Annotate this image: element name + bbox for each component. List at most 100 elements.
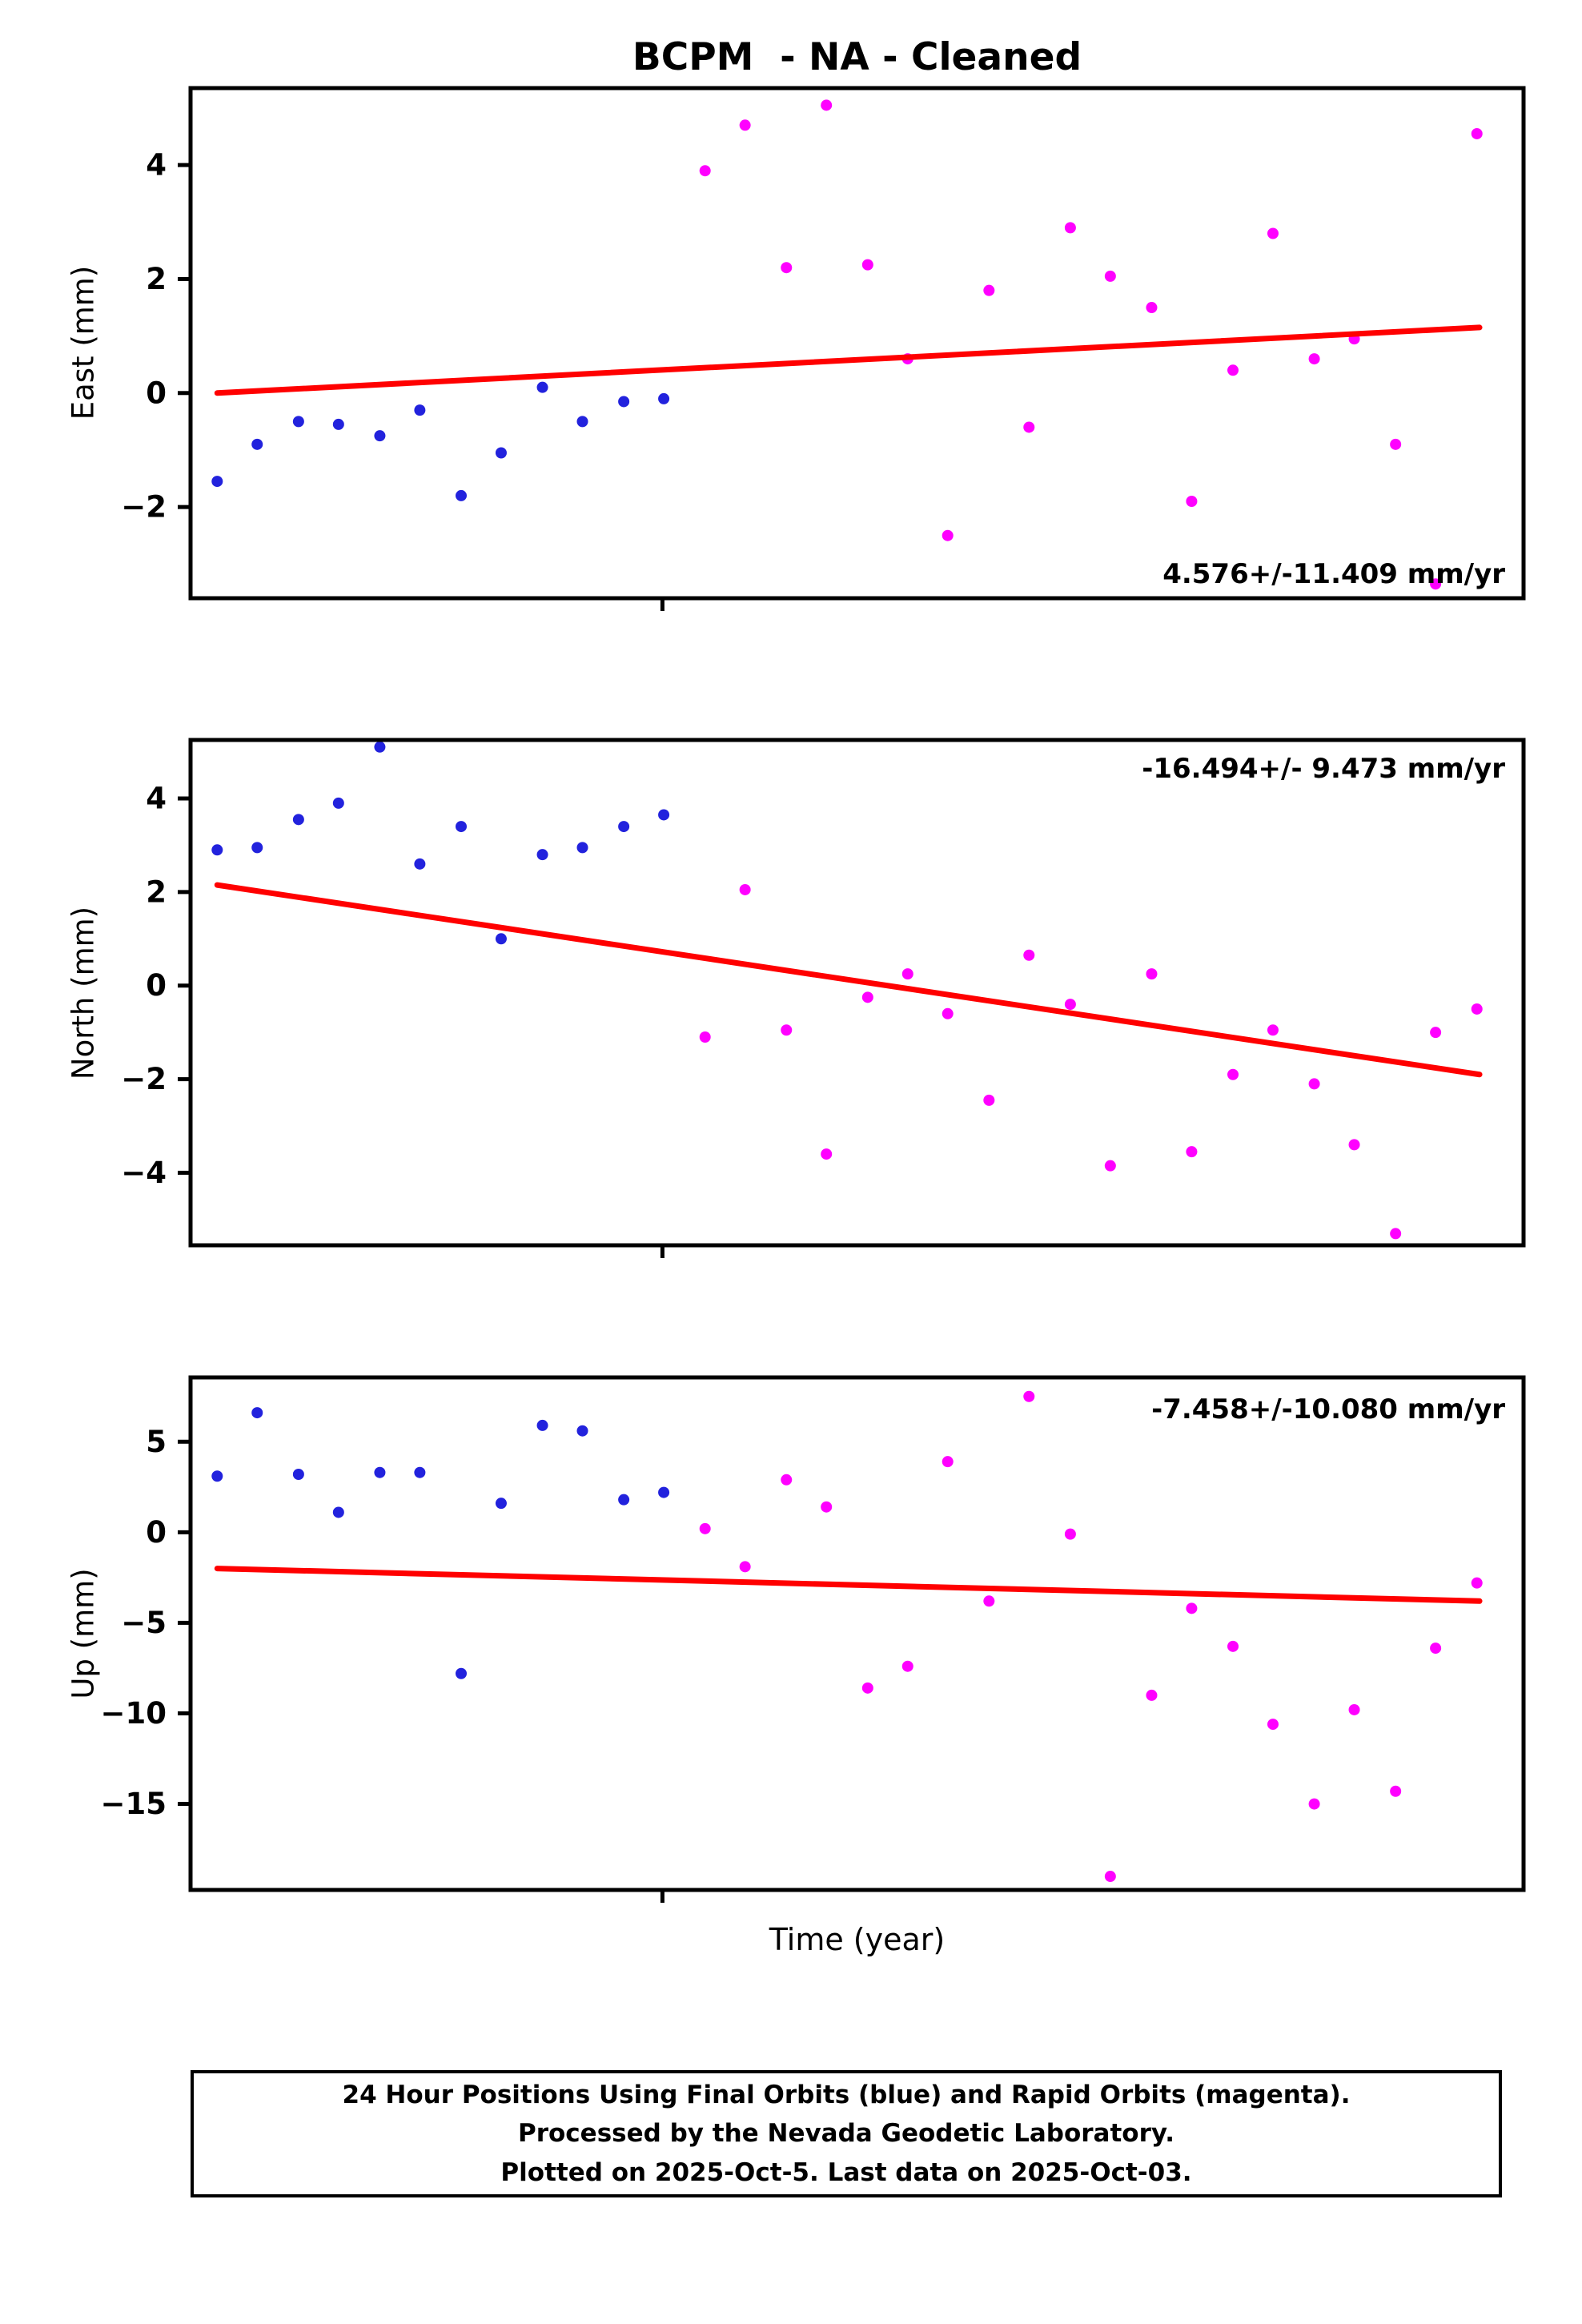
north-plot: 4 2 0 −2 −4 (121, 738, 1526, 1258)
rapid_orbits-point (1186, 1146, 1198, 1158)
y-tick-label: 2 (146, 875, 167, 909)
rapid_orbits-point (861, 259, 873, 271)
east-plot: 4 2 0 −2 (121, 86, 1526, 611)
final_orbits-point (618, 821, 630, 833)
x-axis-label: Time (year) (769, 1922, 946, 1957)
final_orbits-point (251, 842, 263, 854)
y-tick-label: 5 (146, 1425, 167, 1459)
rapid_orbits-point (1430, 1027, 1442, 1039)
final_orbits-point (211, 476, 223, 488)
rapid_orbits-point (1390, 1785, 1402, 1797)
trend-line (214, 1566, 1483, 1604)
y-tick-label: 0 (146, 968, 167, 1003)
rapid_orbits-point (1471, 127, 1483, 139)
rapid_orbits-point (1064, 222, 1076, 234)
y-tick-label: −15 (101, 1787, 167, 1821)
final_orbits-point (332, 1506, 344, 1518)
rapid_orbits-point (1227, 1068, 1239, 1080)
final_orbits-point (455, 821, 467, 833)
rapid_orbits-point (942, 1456, 954, 1468)
rapid_orbits-point (983, 1595, 995, 1607)
footer-box: 24 Hour Positions Using Final Orbits (bl… (191, 2070, 1502, 2197)
rapid_orbits-point (1104, 1871, 1116, 1883)
rapid_orbits-point (1064, 999, 1076, 1011)
rapid_orbits-point (1186, 1602, 1198, 1614)
y-tick-label: −5 (121, 1606, 167, 1640)
rapid_orbits-point (942, 529, 954, 541)
rapid_orbits-point (901, 1660, 913, 1672)
rapid_orbits-point (781, 1024, 793, 1036)
up-rate-annotation: -7.458+/-10.080 mm/yr (1151, 1393, 1505, 1425)
final_orbits-point (618, 396, 630, 408)
final_orbits-point (414, 1466, 426, 1478)
rapid_orbits-point (861, 1682, 873, 1694)
y-tick-label: 0 (146, 376, 167, 410)
rapid_orbits-point (1390, 438, 1402, 450)
y-tick-label: 4 (146, 782, 167, 816)
rapid_orbits-point (1348, 1139, 1360, 1151)
y-tick-label: 4 (146, 148, 167, 183)
y-tick-label: −2 (121, 490, 167, 525)
rapid_orbits-point (1023, 1390, 1035, 1402)
final_orbits-point (374, 741, 386, 753)
final_orbits-point (658, 1486, 670, 1498)
final_orbits-point (332, 418, 344, 430)
rapid_orbits-point (1267, 1719, 1279, 1731)
final_orbits-point (374, 1466, 386, 1478)
plot-frame (188, 86, 1526, 601)
trend-line (214, 324, 1483, 396)
rapid_orbits-point (1186, 496, 1198, 508)
final_orbits-point (332, 797, 344, 809)
final_orbits-point (292, 416, 304, 428)
rapid_orbits-point (1471, 1003, 1483, 1015)
final_orbits-point (455, 1667, 467, 1679)
trend-line (214, 882, 1483, 1078)
final_orbits-point (251, 1407, 263, 1419)
north-axis-label: North (mm) (66, 906, 101, 1080)
footer-line-3: Plotted on 2025-Oct-5. Last data on 2025… (500, 2157, 1192, 2187)
footer-line-2: Processed by the Nevada Geodetic Laborat… (517, 2119, 1175, 2149)
rapid_orbits-point (983, 1094, 995, 1106)
y-tick-label: 0 (146, 1515, 167, 1550)
final_orbits-point (211, 1470, 223, 1482)
rapid_orbits-point (1267, 1024, 1279, 1036)
final_orbits-point (536, 1419, 548, 1431)
east-rate-annotation: 4.576+/-11.409 mm/yr (1162, 558, 1505, 590)
final_orbits-point (536, 849, 548, 861)
final_orbits-point (495, 447, 507, 459)
rapid_orbits-point (861, 991, 873, 1003)
rapid_orbits-point (983, 284, 995, 296)
plot-frame (188, 738, 1526, 1248)
rapid_orbits-point (1308, 1798, 1320, 1810)
rapid_orbits-point (901, 968, 913, 980)
east-axis-label: East (mm) (66, 265, 101, 420)
rapid_orbits-point (781, 262, 793, 274)
y-tick-label: −4 (121, 1156, 167, 1190)
final_orbits-point (576, 416, 588, 428)
up-plot: 5 0 −5 −10 −15 (101, 1375, 1526, 1903)
plot-frame (188, 1375, 1526, 1892)
rapid_orbits-point (1390, 1228, 1402, 1240)
rapid_orbits-point (699, 1522, 711, 1534)
chart-title: BCPM - NA - Cleaned (632, 35, 1082, 79)
footer-line-1: 24 Hour Positions Using Final Orbits (bl… (342, 2081, 1351, 2110)
rapid_orbits-point (1430, 578, 1442, 590)
final_orbits-point (374, 430, 386, 442)
rapid_orbits-point (1267, 227, 1279, 239)
final_orbits-point (495, 933, 507, 945)
rapid_orbits-point (699, 165, 711, 177)
rapid_orbits-point (739, 883, 751, 895)
rapid_orbits-point (1308, 353, 1320, 365)
final_orbits-point (658, 392, 670, 404)
rapid_orbits-point (942, 1007, 954, 1019)
rapid_orbits-point (1308, 1078, 1320, 1090)
final_orbits-point (251, 438, 263, 450)
y-tick-label: 2 (146, 262, 167, 296)
north-rate-annotation: -16.494+/- 9.473 mm/yr (1142, 753, 1505, 785)
final_orbits-point (292, 814, 304, 826)
final_orbits-point (576, 1425, 588, 1437)
rapid_orbits-point (1348, 1703, 1360, 1715)
up-axis-label: Up (mm) (66, 1568, 101, 1699)
final_orbits-point (536, 381, 548, 393)
rapid_orbits-point (1471, 1577, 1483, 1589)
